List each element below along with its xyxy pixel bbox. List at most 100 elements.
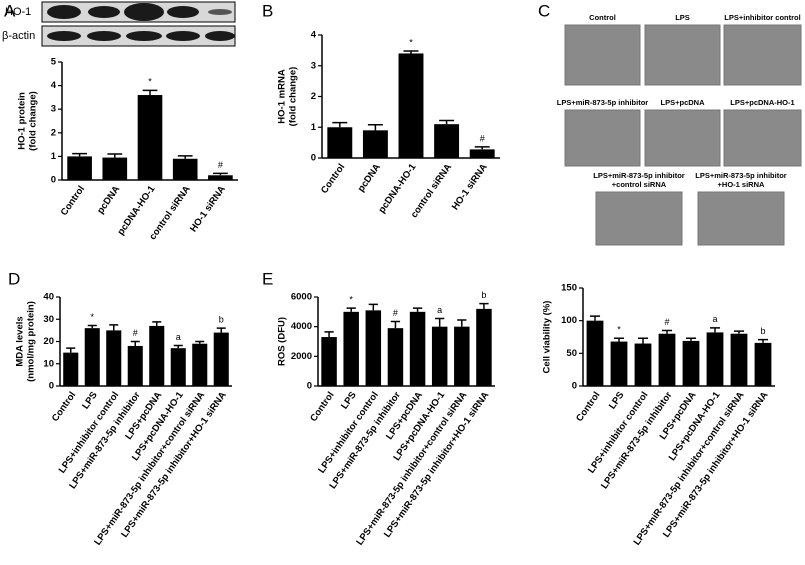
annotation: # — [664, 317, 669, 327]
annotation: # — [218, 160, 223, 170]
y-axis-label: Cell viability (%) — [542, 301, 553, 374]
y-axis-label: MDA levels — [15, 316, 26, 366]
x-tick-label: LPS — [339, 390, 359, 411]
bar — [192, 343, 208, 386]
panel-letter: A — [4, 1, 16, 20]
x-tick-label: HO-1 siRNA — [450, 162, 490, 213]
bar — [321, 337, 337, 386]
annotation: # — [480, 133, 485, 143]
bar — [63, 352, 79, 386]
bar — [431, 326, 448, 386]
panel-letter: B — [262, 1, 273, 20]
micrograph-label: LPS+miR-873-5p inhibitor — [695, 171, 787, 180]
annotation: * — [148, 77, 152, 87]
error-bar — [390, 320, 401, 329]
bar — [127, 345, 143, 386]
annotation: * — [90, 312, 94, 322]
annotation: * — [617, 325, 621, 335]
micrograph — [595, 191, 683, 246]
micrograph-label: Control — [589, 13, 616, 22]
error-bar — [457, 319, 467, 327]
bar — [634, 343, 652, 386]
y-tick-label: 40 — [43, 292, 54, 303]
y-tick-label: 2 — [51, 127, 56, 138]
error-bar — [130, 340, 140, 346]
bar — [208, 175, 233, 180]
y-tick-label: 0 — [307, 381, 312, 392]
error-bar — [613, 337, 625, 342]
y-tick-label: 0 — [572, 381, 577, 392]
x-tick-label: LPS — [80, 390, 100, 411]
error-bar — [173, 344, 183, 349]
error-bar — [367, 124, 383, 131]
panel-letter: C — [538, 1, 550, 20]
micrograph — [564, 24, 641, 86]
bar — [658, 333, 676, 386]
bar — [343, 311, 359, 386]
bar — [476, 308, 492, 386]
bar — [137, 95, 163, 180]
micrograph — [723, 109, 802, 167]
y-tick-label: 0 — [311, 153, 316, 164]
bar — [102, 157, 128, 180]
bar — [362, 130, 388, 158]
y-axis-label: (fold change) — [288, 67, 299, 127]
annotation: b — [481, 290, 486, 300]
y-tick-label: 100 — [561, 315, 577, 326]
x-tick-label: LPS — [607, 390, 627, 411]
error-bar — [66, 347, 76, 353]
error-bar — [589, 315, 601, 321]
bar — [706, 332, 724, 386]
error-bar — [709, 327, 721, 333]
y-tick-label: 4 — [311, 30, 317, 41]
x-tick-label: HO-1 siRNA — [188, 184, 228, 235]
bar — [84, 328, 100, 386]
bar — [213, 332, 229, 386]
micrograph — [723, 24, 802, 86]
error-bar — [177, 155, 193, 159]
annotation: a — [712, 314, 717, 324]
bar — [67, 156, 92, 180]
error-bar — [324, 331, 334, 338]
panel-letter: E — [262, 269, 273, 288]
error-bar — [439, 119, 455, 125]
y-tick-label: 2 — [311, 91, 316, 102]
y-tick-label: 30 — [43, 314, 54, 325]
bar — [365, 310, 382, 386]
y-tick-label: 1 — [311, 122, 317, 133]
bar — [434, 124, 460, 158]
x-tick-label: Control — [308, 390, 336, 424]
panel-letter: D — [8, 269, 20, 288]
micrograph-label: LPS+inhibitor control — [724, 13, 800, 22]
error-bar — [435, 317, 445, 327]
micrograph — [644, 109, 721, 167]
micrograph-label: LPS+miR-873-5p inhibitor — [557, 98, 649, 107]
blot-label: HO-1 — [5, 6, 31, 18]
error-bar — [72, 152, 87, 157]
annotation: * — [349, 295, 353, 305]
y-tick-label: 3 — [311, 60, 316, 71]
error-bar — [346, 307, 356, 312]
error-bar — [685, 337, 697, 341]
micrograph-label: LPS+miR-873-5p inhibitor — [593, 171, 685, 180]
micrograph — [697, 191, 785, 246]
error-bar — [474, 146, 490, 150]
bar — [754, 342, 772, 386]
annotation: * — [409, 37, 413, 47]
annotation: # — [133, 328, 138, 338]
x-tick-label: pcDNA — [95, 184, 122, 216]
bar — [469, 149, 495, 158]
annotation: b — [219, 315, 224, 325]
bar — [586, 320, 604, 386]
y-tick-label: 150 — [561, 283, 577, 294]
error-bar — [107, 153, 123, 158]
y-tick-label: 4000 — [291, 321, 312, 332]
y-tick-label: 5 — [51, 57, 57, 68]
y-axis-label: (fold change) — [28, 91, 39, 151]
y-tick-label: 6000 — [291, 292, 312, 303]
error-bar — [733, 330, 745, 334]
micrograph — [644, 24, 721, 86]
error-bar — [152, 321, 162, 326]
bar — [730, 333, 748, 386]
